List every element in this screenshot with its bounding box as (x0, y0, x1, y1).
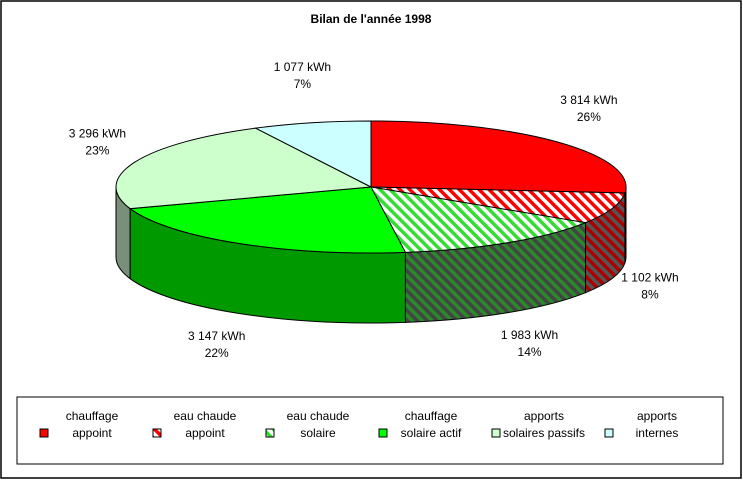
slice-value-label-4: 3 296 kWh (69, 126, 126, 140)
legend-label-line1-5: apports (637, 409, 677, 423)
legend-label-line1-3: chauffage (405, 409, 458, 423)
slice-percent-label-2: 14% (518, 345, 542, 359)
pie-slice-0 (370, 120, 627, 194)
legend-label-line2-2: solaire (300, 426, 336, 440)
legend-label-line2-5: internes (636, 426, 679, 440)
legend-swatch-5 (604, 428, 614, 438)
legend-swatch-4 (491, 428, 501, 438)
slice-value-label-5: 1 077 kWh (274, 60, 331, 74)
pie-slice-2 (370, 186, 588, 253)
legend-swatch-0 (39, 428, 49, 438)
legend-swatch-3 (378, 428, 388, 438)
slice-percent-label-4: 23% (85, 143, 109, 157)
pie-slice-3 (128, 186, 407, 254)
legend-label-line2-3: solaire actif (401, 426, 462, 440)
legend-label-line1-1: eau chaude (174, 409, 237, 423)
legend-box (16, 396, 724, 465)
slice-value-label-2: 1 983 kWh (501, 328, 558, 342)
slice-percent-label-5: 7% (294, 77, 312, 91)
slice-percent-label-3: 22% (205, 346, 229, 360)
slice-percent-label-0: 26% (577, 110, 601, 124)
legend-label-line1-4: apports (524, 409, 564, 423)
legend-label-line2-0: appoint (72, 426, 112, 440)
legend-swatch-1 (152, 428, 162, 438)
pie-slice-5 (254, 120, 372, 188)
legend-swatch-2 (265, 428, 275, 438)
legend-label-line1-0: chauffage (66, 409, 119, 423)
pie-slice-4 (115, 127, 373, 210)
slice-percent-label-1: 8% (641, 288, 659, 302)
legend-label-line1-2: eau chaude (287, 409, 350, 423)
legend-label-line2-1: appoint (185, 426, 225, 440)
legend-label-line2-4: solaires passifs (503, 426, 585, 440)
data-labels: 3 814 kWh 26% 1 102 kWh 8% 1 983 kWh 14% 3 147… (69, 60, 679, 360)
slice-value-label-0: 3 814 kWh (560, 93, 617, 107)
slice-value-label-3: 3 147 kWh (188, 329, 245, 343)
legend: chauffage appoint eau chaude appoint eau cha… (39, 409, 679, 440)
pie-group (115, 120, 627, 324)
pie-slice-1 (370, 186, 626, 224)
chart-title: Bilan de l'année 1998 (311, 12, 432, 26)
slice-value-label-1: 1 102 kWh (621, 271, 678, 285)
